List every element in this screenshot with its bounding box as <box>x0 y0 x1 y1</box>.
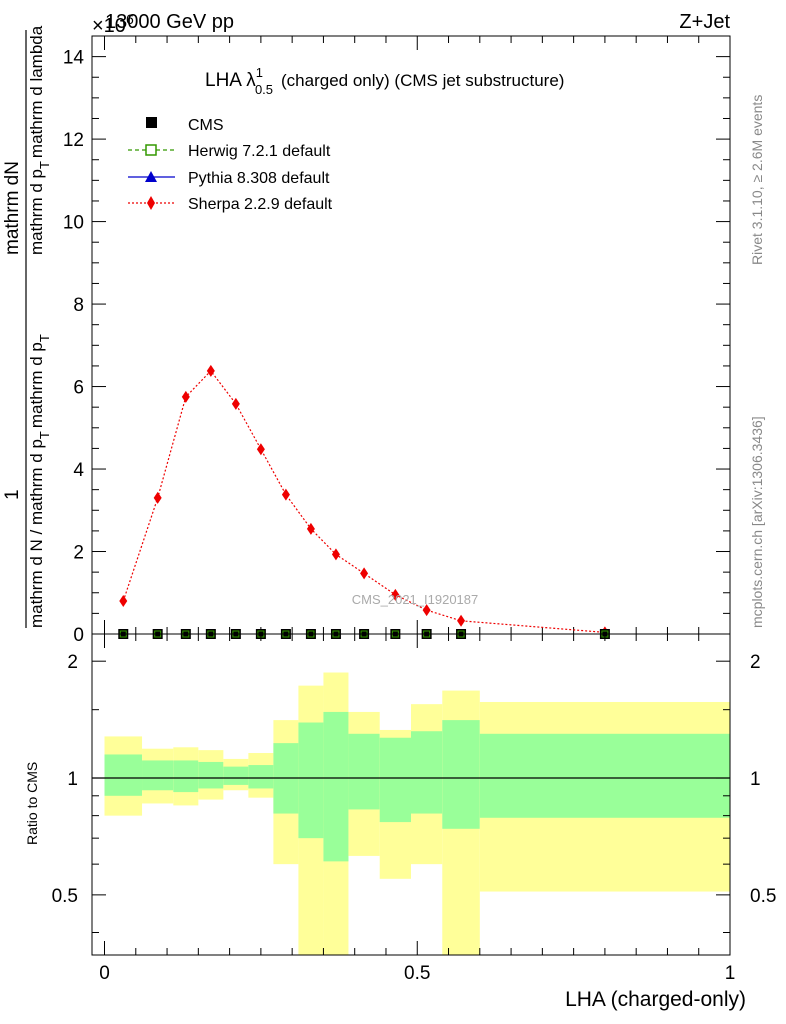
main-y-tick-label: 6 <box>73 378 84 399</box>
sherpa-point <box>231 397 240 410</box>
sherpa-point <box>256 443 265 456</box>
sherpa-point <box>360 567 369 580</box>
legend-sherpa-label: Sherpa 2.2.9 default <box>188 196 333 213</box>
legend-herwig-marker <box>145 144 157 156</box>
ratio-inner-band <box>411 731 443 814</box>
ratio-inner-band <box>323 711 349 862</box>
ratio-inner-band <box>248 765 274 789</box>
legend-herwig-label: Herwig 7.2.1 default <box>188 143 331 160</box>
legend-pythia-label: Pythia 8.308 default <box>188 170 330 187</box>
sherpa-point <box>422 604 431 617</box>
ratio-inner-band <box>104 754 143 796</box>
process-label: Z+Jet <box>679 11 730 33</box>
energy-label: 13000 GeV pp <box>105 11 234 33</box>
main-y-axis-label: mathrm dN mathrm d pTmathrm d lambda 1 m… <box>2 25 52 628</box>
ratio-inner-band <box>479 733 730 818</box>
legend-pythia-marker <box>145 171 157 182</box>
ratio-y-tick-label: 0.5 <box>52 886 78 907</box>
ylabel-numerator-part2: mathrm d pTmathrm d lambda <box>27 25 52 255</box>
sherpa-point <box>331 548 340 561</box>
ratio-y-tick-label-right: 1 <box>750 769 761 790</box>
legend-cms-marker <box>146 117 157 128</box>
ratio-inner-band <box>442 720 480 829</box>
sherpa-point <box>457 614 466 627</box>
ratio-inner-band <box>198 761 224 789</box>
legend-cms-label: CMS <box>188 117 224 134</box>
x-tick-label: 0 <box>99 963 110 984</box>
ylabel-denominator: mathrm d N / mathrm d pTmathrm d pT <box>27 334 52 628</box>
ratio-inner-band <box>142 760 174 791</box>
plot-title: LHA λ1 0.5 (charged only) (CMS jet substru… <box>205 65 564 97</box>
mcplots-label: mcplots.cern.ch [arXiv:1306.3436] <box>749 416 765 628</box>
ratio-inner-band <box>173 760 199 793</box>
main-plot-area: 0 2 4 6 8 10 12 14 <box>63 35 731 646</box>
exponent-label: ×106 <box>92 11 134 37</box>
main-y-tick-label: 2 <box>73 543 84 564</box>
sherpa-point <box>153 491 162 504</box>
sherpa-point <box>281 488 290 501</box>
main-y-tick-label: 8 <box>73 295 84 316</box>
legend-sherpa-marker <box>147 196 155 210</box>
sherpa-point <box>119 595 128 608</box>
analysis-watermark: CMS_2021_I1920187 <box>352 592 479 607</box>
ratio-inner-band <box>223 766 249 785</box>
ylabel-numerator-part1: mathrm dN <box>2 161 23 255</box>
main-y-tick-label: 14 <box>63 48 85 69</box>
rivet-label: Rivet 3.1.10, ≥ 2.6M events <box>749 95 765 265</box>
ratio-inner-band <box>348 733 380 810</box>
ylabel-one: 1 <box>2 489 23 500</box>
main-y-tick-label: 12 <box>63 130 84 151</box>
ratio-inner-band <box>298 722 324 839</box>
main-y-tick-label: 0 <box>73 625 84 646</box>
sherpa-series-line <box>122 369 605 633</box>
sherpa-point <box>391 588 400 601</box>
ratio-y-tick-label: 2 <box>67 652 78 673</box>
legend: CMS Herwig 7.2.1 default Pythia 8.308 de… <box>128 117 333 213</box>
sherpa-point <box>206 364 215 377</box>
ratio-plot-area: 0.5 0.5 1 1 2 2 <box>52 633 776 956</box>
main-y-tick-label: 4 <box>73 460 84 481</box>
x-axis-label: LHA (charged-only) <box>565 988 746 1011</box>
ratio-y-tick-label-right: 0.5 <box>750 886 776 907</box>
sherpa-point <box>306 522 315 535</box>
ratio-y-axis-label: Ratio to CMS <box>24 762 40 845</box>
ratio-inner-band <box>379 737 411 823</box>
ratio-y-tick-label-right: 2 <box>750 652 761 673</box>
ratio-y-tick-label: 1 <box>67 769 78 790</box>
x-tick-label: 1 <box>725 963 736 984</box>
main-y-tick-label: 10 <box>63 213 84 234</box>
sherpa-point <box>181 390 190 403</box>
x-tick-label: 0.5 <box>404 963 430 984</box>
